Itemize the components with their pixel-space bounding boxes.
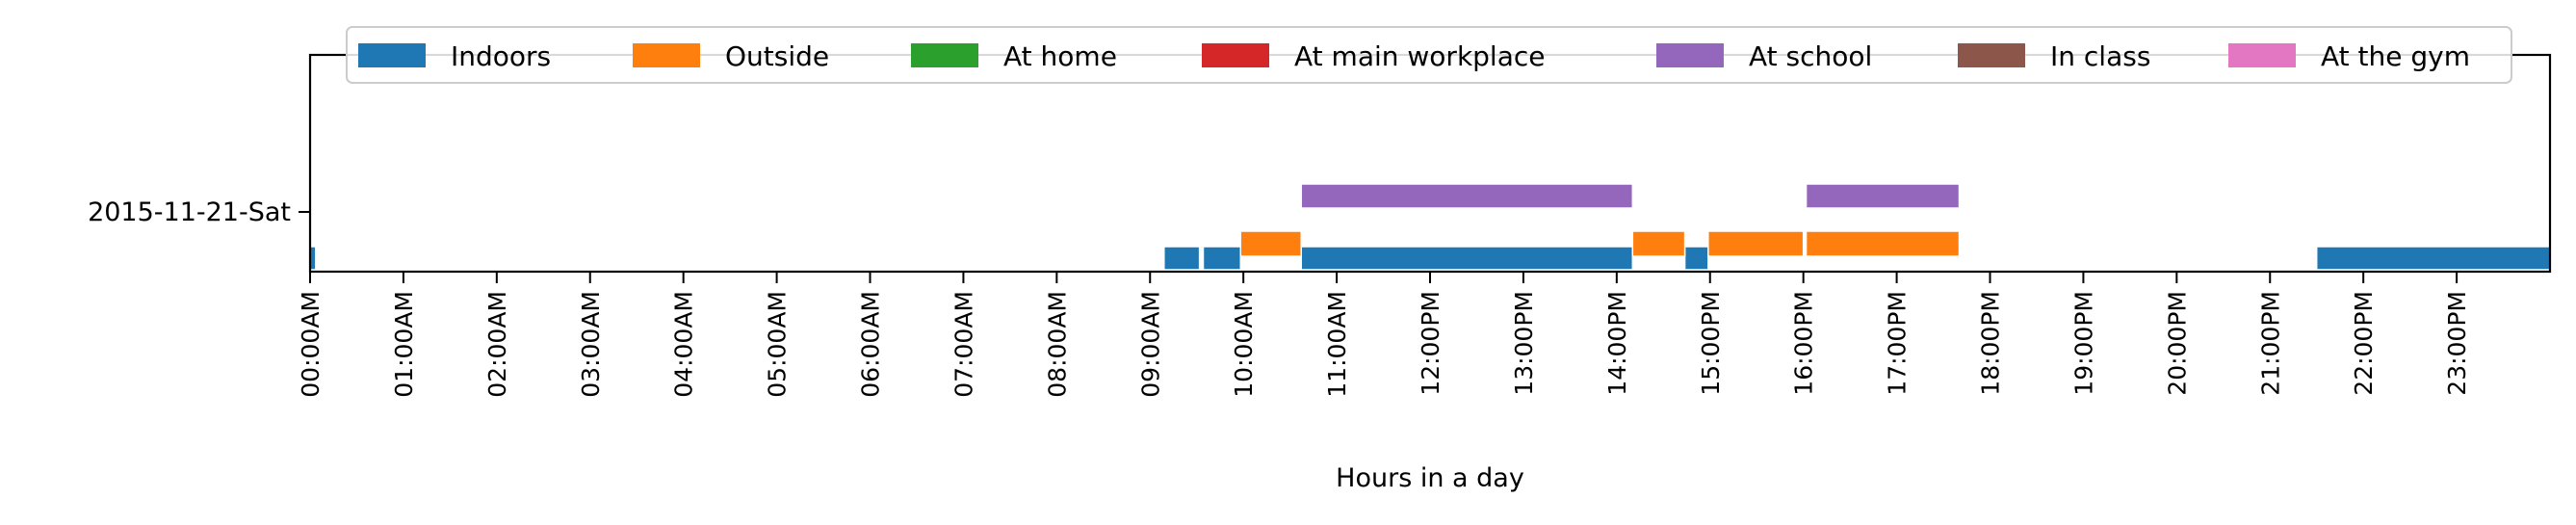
- x-tick-label-13: 13:00PM: [1510, 291, 1538, 396]
- legend: Indoors Outside At home At main workplace At…: [346, 26, 2512, 84]
- x-tick-label-3: 03:00AM: [577, 291, 605, 398]
- x-tick-label-19: 19:00PM: [2069, 291, 2097, 396]
- bar-indoors-3: [1300, 246, 1634, 271]
- bar-outside-0: [1239, 230, 1303, 257]
- x-tick-label-23: 23:00PM: [2443, 291, 2471, 396]
- x-tick-label-11: 11:00AM: [1323, 291, 1351, 398]
- x-tick-label-6: 06:00AM: [857, 291, 885, 398]
- legend-swatch-at-school: [1656, 43, 1724, 67]
- x-tick-label-8: 08:00AM: [1043, 291, 1071, 398]
- bar-at-school-1: [1805, 183, 1961, 209]
- x-tick-label-1: 01:00AM: [390, 291, 418, 398]
- legend-swatch-at-home: [911, 43, 978, 67]
- x-tick-label-14: 14:00PM: [1603, 291, 1631, 396]
- bar-outside-3: [1805, 230, 1961, 257]
- x-tick-label-5: 05:00AM: [764, 291, 792, 398]
- bar-indoors-2: [1202, 246, 1242, 271]
- legend-swatch-at-the-gym: [2228, 43, 2296, 67]
- x-tick-label-22: 22:00PM: [2350, 291, 2378, 396]
- bar-indoors-4: [1683, 246, 1709, 271]
- plot-frame: [308, 53, 2552, 274]
- x-axis-label: Hours in a day: [1336, 463, 1524, 493]
- x-tick-label-9: 09:00AM: [1136, 291, 1164, 398]
- bar-indoors-1: [1163, 246, 1201, 271]
- legend-swatch-in-class: [1958, 43, 2025, 67]
- x-tick-label-17: 17:00PM: [1884, 291, 1912, 396]
- legend-label-indoors: Indoors: [451, 40, 551, 72]
- x-tick-label-12: 12:00PM: [1417, 291, 1444, 396]
- bar-at-school-0: [1300, 183, 1634, 209]
- legend-swatch-indoors: [358, 43, 426, 67]
- legend-label-at-home: At home: [1003, 40, 1117, 72]
- x-tick-label-10: 10:00AM: [1230, 291, 1258, 398]
- x-tick-label-21: 21:00PM: [2256, 291, 2284, 396]
- x-tick-label-15: 15:00PM: [1697, 291, 1725, 396]
- legend-label-at-the-gym: At the gym: [2321, 40, 2470, 72]
- y-tick-label-0: 2015-11-21-Sat: [88, 197, 291, 227]
- legend-frame: [346, 26, 2512, 84]
- legend-swatch-at-main-workplace: [1202, 43, 1269, 67]
- legend-label-in-class: In class: [2050, 40, 2150, 72]
- legend-label-at-school: At school: [1749, 40, 1872, 72]
- legend-label-at-main-workplace: At main workplace: [1294, 40, 1546, 72]
- bar-indoors-5: [2315, 246, 2551, 271]
- bar-outside-2: [1707, 230, 1805, 257]
- x-tick-label-7: 07:00AM: [950, 291, 977, 398]
- x-tick-label-4: 04:00AM: [670, 291, 698, 398]
- x-tick-label-2: 02:00AM: [483, 291, 511, 398]
- legend-label-outside: Outside: [725, 40, 829, 72]
- x-tick-label-16: 16:00PM: [1790, 291, 1818, 396]
- x-tick-label-20: 20:00PM: [2163, 291, 2191, 396]
- x-tick-label-0: 00:00AM: [297, 291, 325, 398]
- axes-layer: 2015-11-21-Sat 00:00AM 01:00AM 02:00AM 03:00…: [88, 53, 2552, 493]
- legend-swatch-outside: [633, 43, 700, 67]
- bars-layer: [309, 183, 2551, 271]
- x-tick-label-18: 18:00PM: [1977, 291, 2005, 396]
- bar-outside-1: [1631, 230, 1686, 257]
